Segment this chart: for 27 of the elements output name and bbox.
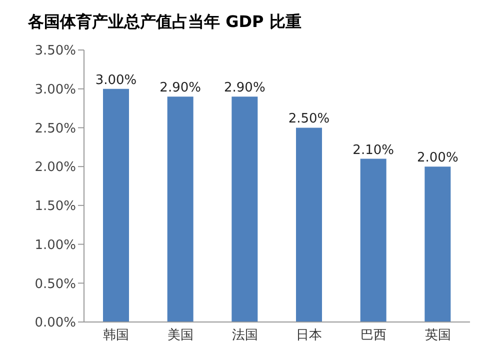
bar bbox=[424, 166, 451, 322]
x-tick-label: 日本 bbox=[296, 328, 322, 344]
chart-title: 各国体育产业总产值占当年 GDP 比重 bbox=[26, 11, 302, 33]
data-label: 2.90% bbox=[160, 80, 201, 96]
x-tick-label: 韩国 bbox=[103, 328, 130, 344]
x-tick-label: 法国 bbox=[232, 328, 258, 344]
bar bbox=[232, 96, 258, 322]
data-label: 2.10% bbox=[352, 142, 394, 158]
data-label: 2.90% bbox=[224, 80, 266, 96]
bar bbox=[167, 96, 194, 322]
bar bbox=[103, 88, 129, 322]
y-tick-label: 3.00% bbox=[34, 82, 76, 98]
data-label: 3.00% bbox=[95, 72, 137, 88]
y-tick-label: 0.00% bbox=[34, 316, 76, 331]
data-label: 2.50% bbox=[288, 112, 330, 127]
bar bbox=[360, 158, 386, 322]
y-tick-label: 2.00% bbox=[34, 160, 76, 176]
x-tick-label: 英国 bbox=[424, 328, 451, 344]
y-tick-label: 1.50% bbox=[34, 199, 76, 214]
data-label: 2.00% bbox=[417, 150, 458, 166]
y-tick-label: 2.50% bbox=[34, 121, 76, 136]
y-tick-label: 1.00% bbox=[34, 238, 76, 253]
x-tick-label: 巴西 bbox=[360, 328, 386, 344]
bar bbox=[296, 128, 322, 322]
y-tick-label: 3.50% bbox=[34, 44, 76, 59]
x-tick-label: 美国 bbox=[168, 327, 194, 344]
y-tick-label: 0.50% bbox=[34, 276, 76, 292]
